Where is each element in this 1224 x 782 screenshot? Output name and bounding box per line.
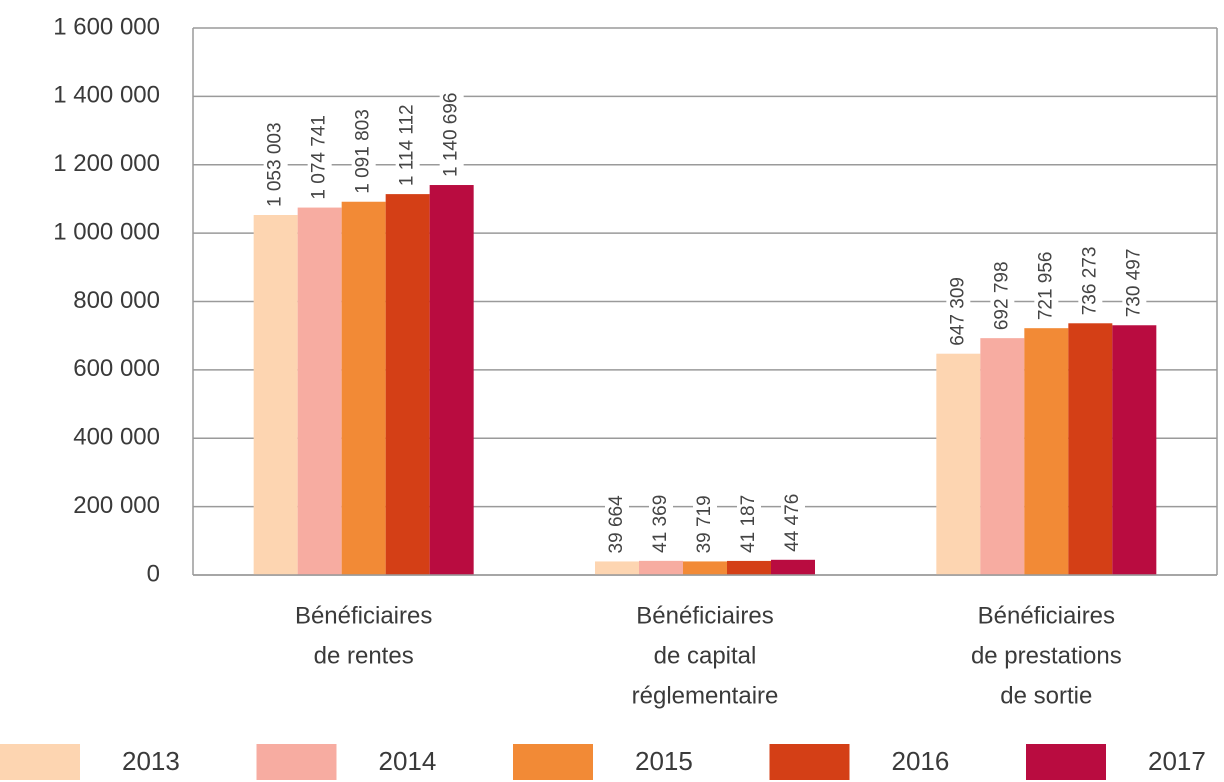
y-tick-label: 0 — [147, 560, 160, 587]
x-tick-label: Bénéficiaires — [636, 602, 773, 629]
bar — [1024, 328, 1069, 575]
value-label-bg — [605, 493, 629, 556]
x-tick-label: de prestations — [971, 642, 1122, 669]
value-label-bg — [1122, 246, 1147, 320]
value-label-bg — [990, 259, 1015, 333]
value-label-bg — [439, 90, 464, 180]
bar — [639, 560, 683, 575]
legend-label: 2013 — [122, 746, 180, 776]
value-label: 1 074 741 — [309, 115, 330, 200]
y-tick-label: 800 000 — [73, 287, 160, 314]
value-label: 1 140 696 — [441, 92, 462, 177]
bar — [1068, 323, 1113, 575]
value-label: 1 053 003 — [265, 122, 286, 207]
value-label: 39 664 — [606, 495, 627, 554]
x-tick-label: Bénéficiaires — [978, 602, 1115, 629]
value-label: 721 956 — [1035, 251, 1056, 320]
value-label: 1 091 803 — [353, 109, 374, 194]
value-label: 730 497 — [1123, 249, 1144, 318]
y-tick-label: 600 000 — [73, 355, 160, 382]
bar — [297, 207, 342, 575]
value-label: 41 187 — [738, 495, 759, 553]
value-label: 692 798 — [991, 261, 1012, 330]
x-tick-label: de capital — [654, 642, 757, 669]
y-tick-label: 1 400 000 — [53, 82, 160, 109]
y-tick-label: 1 600 000 — [53, 13, 160, 40]
bar — [341, 201, 386, 575]
value-label-bg — [395, 102, 420, 189]
legend-label: 2014 — [379, 746, 437, 776]
x-tick-label: de sortie — [1000, 682, 1092, 709]
bar — [683, 561, 727, 575]
bar — [253, 215, 298, 576]
value-label-bg — [307, 113, 332, 202]
value-label-bg — [1034, 249, 1059, 323]
bar — [980, 338, 1025, 575]
value-label-bg — [781, 491, 805, 554]
value-label: 736 273 — [1079, 247, 1100, 316]
bar — [771, 559, 815, 575]
x-tick-label: de rentes — [314, 642, 414, 669]
legend-swatch — [256, 744, 337, 780]
value-label: 44 476 — [782, 494, 803, 552]
value-label: 41 369 — [650, 495, 671, 553]
bar — [1112, 325, 1157, 575]
legend-label: 2017 — [1148, 746, 1206, 776]
y-tick-label: 1 200 000 — [53, 150, 160, 177]
value-label-bg — [649, 492, 673, 555]
legend-swatch — [769, 744, 850, 780]
value-label: 1 114 112 — [397, 104, 418, 186]
y-tick-label: 1 000 000 — [53, 218, 160, 245]
x-tick-label: Bénéficiaires — [295, 602, 432, 629]
bar — [936, 353, 981, 575]
bar — [429, 185, 474, 576]
legend-label: 2015 — [635, 746, 693, 776]
bar — [385, 194, 430, 575]
legend-swatch — [513, 744, 593, 780]
legend-label: 2016 — [892, 746, 950, 776]
value-label-bg — [1078, 244, 1103, 318]
value-label: 39 719 — [694, 495, 715, 553]
bar — [727, 560, 771, 575]
legend-swatch — [0, 744, 80, 780]
value-label-bg — [737, 492, 761, 555]
bar — [595, 561, 639, 575]
y-tick-label: 200 000 — [73, 492, 160, 519]
value-label: 647 309 — [947, 277, 968, 346]
legend-swatch — [1026, 744, 1106, 780]
y-tick-label: 400 000 — [73, 424, 160, 451]
value-label-bg — [351, 107, 376, 196]
value-label-bg — [946, 275, 971, 348]
value-label-bg — [693, 493, 717, 556]
x-tick-label: réglementaire — [632, 682, 779, 709]
value-label-bg — [263, 120, 288, 210]
